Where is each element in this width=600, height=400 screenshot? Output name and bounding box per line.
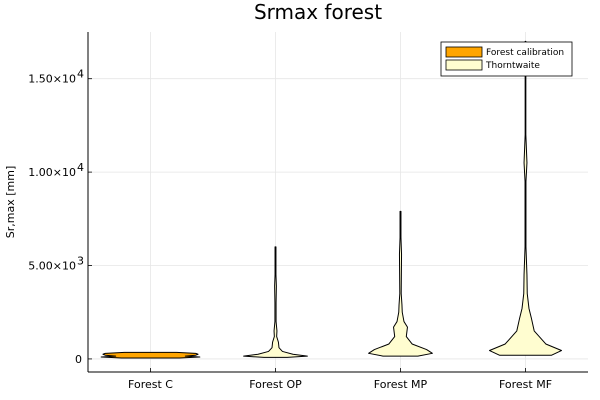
x-tick-label: Forest MF	[499, 378, 552, 391]
legend-swatch-forest-calibration	[445, 46, 483, 58]
y-tick-label: 0	[75, 353, 82, 366]
y-tick-label: 1.00×10	[28, 166, 76, 179]
violin-forest-op	[243, 246, 308, 358]
violins	[100, 40, 562, 359]
y-axis-title: Sr,max [mm]	[4, 166, 17, 238]
chart-title: Srmax forest	[254, 0, 382, 24]
y-tick-exponent: 4	[77, 161, 84, 174]
violin-forest-mf	[489, 40, 562, 356]
violin-forest-mp	[368, 210, 433, 357]
y-tick-exponent: 4	[77, 68, 84, 81]
legend-label-forest-calibration: Forest calibration	[486, 48, 564, 58]
y-tick-labels: 05.00×10 31.00×10 41.50×10 4	[28, 68, 92, 366]
y-tick-exponent: 3	[77, 255, 84, 268]
legend-label-thorntwaite: Thorntwaite	[485, 61, 540, 71]
x-tick-label: Forest OP	[249, 378, 302, 391]
y-tick-label: 1.50×10	[28, 73, 76, 86]
legend: Forest calibration Thorntwaite	[440, 41, 573, 77]
x-tick-label: Forest MP	[374, 378, 428, 391]
x-tick-labels: Forest C Forest OP Forest MP Forest MF	[128, 368, 552, 391]
legend-swatch-thorntwaite	[445, 59, 483, 71]
x-tick-label: Forest C	[128, 378, 173, 391]
axes	[87, 32, 588, 373]
y-tick-label: 5.00×10	[28, 260, 76, 273]
violin-forest-c	[100, 351, 201, 359]
